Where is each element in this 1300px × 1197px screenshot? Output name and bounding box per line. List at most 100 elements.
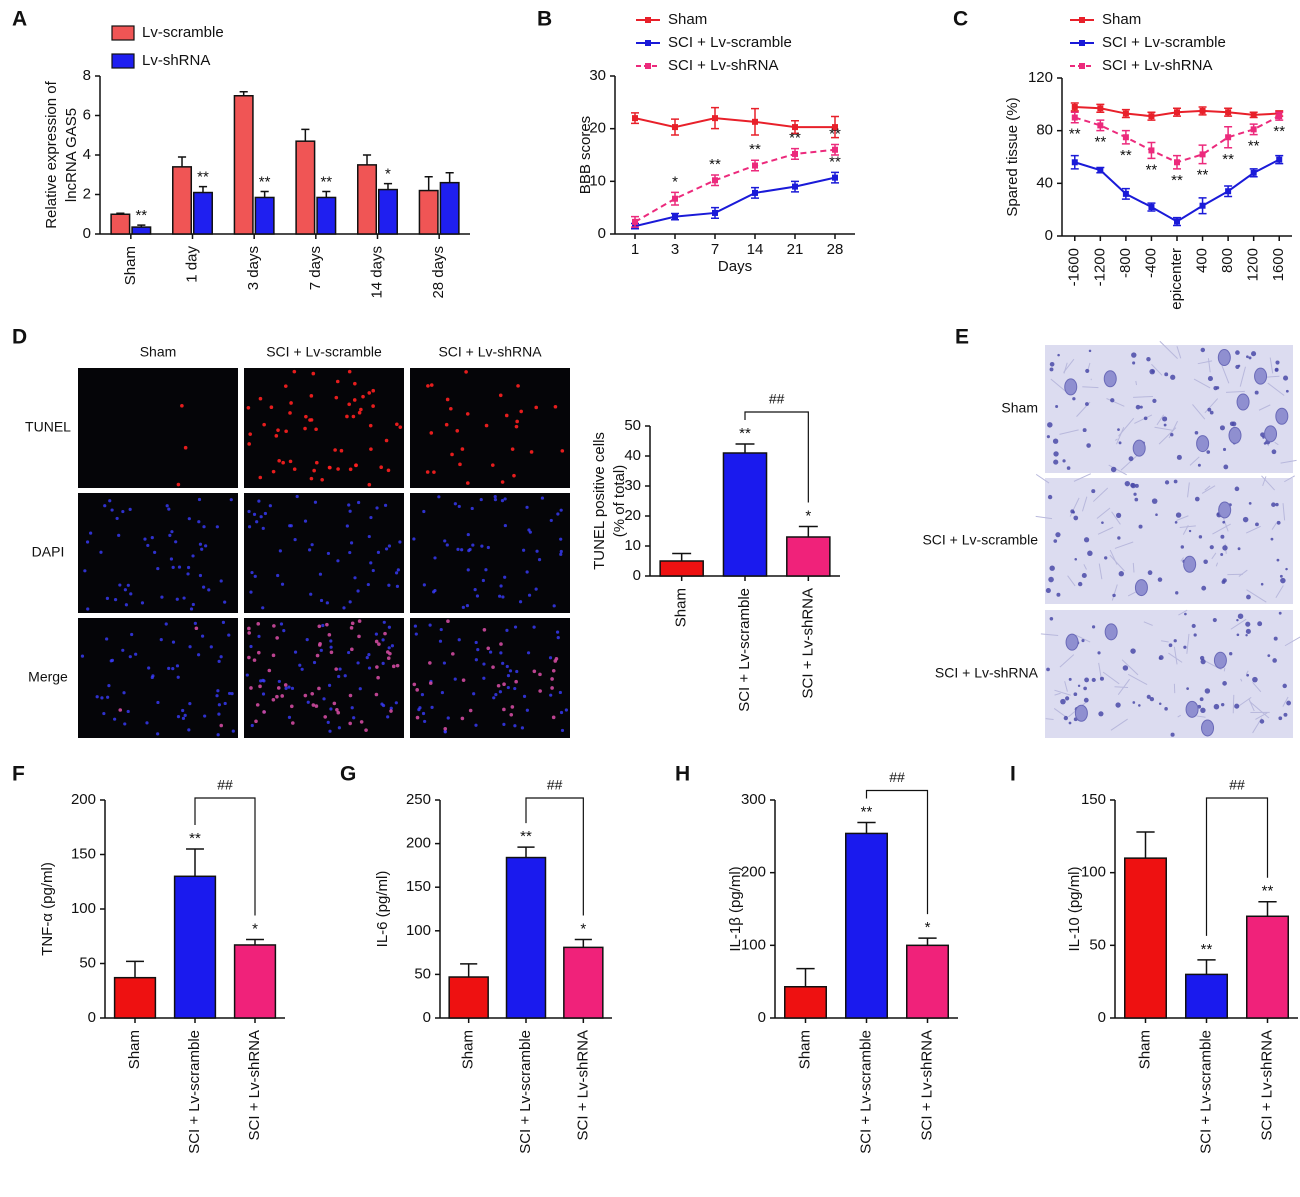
marker [752, 118, 758, 125]
fiber [1201, 485, 1216, 494]
significance: ** [829, 125, 841, 142]
cell [1091, 677, 1096, 683]
nucleus [118, 583, 122, 587]
y-axis-label: lncRNA GAS5 [63, 108, 80, 202]
panel-letter: G [340, 763, 356, 786]
tunel-dot [353, 381, 357, 386]
tunel-dot [249, 686, 253, 690]
fiber [1261, 475, 1275, 491]
tunel-dot [551, 668, 556, 673]
marker [1097, 122, 1104, 129]
bar [448, 976, 489, 1019]
nucleus [505, 628, 509, 632]
cell [1147, 570, 1153, 576]
nucleus [433, 588, 437, 593]
nucleus [336, 559, 340, 563]
cell [1252, 676, 1258, 683]
tunel-dot [335, 707, 339, 712]
cell [1283, 712, 1288, 717]
nucleus [140, 601, 145, 605]
cell [1260, 432, 1265, 438]
cell [1237, 364, 1241, 368]
significance: ** [197, 169, 209, 186]
x-tick-label: -400 [1142, 248, 1159, 278]
cell [1116, 512, 1122, 518]
cell [1149, 368, 1156, 375]
error-bar [445, 172, 454, 183]
nucleus [160, 595, 164, 599]
tunel-dot [367, 482, 372, 487]
tunel-dot [247, 442, 251, 446]
significance: ** [789, 130, 801, 147]
nucleus [189, 607, 194, 611]
error-bar [1136, 831, 1155, 859]
fiber [1054, 692, 1061, 696]
y-tick-label: 0 [758, 1009, 766, 1026]
cell [1047, 494, 1053, 500]
series-line [634, 176, 836, 228]
tunel-dot [429, 431, 434, 435]
cell [1276, 520, 1281, 525]
fiber [1179, 525, 1196, 528]
marker [832, 124, 838, 131]
nucleus [549, 693, 553, 697]
nucleus [126, 709, 130, 714]
tunel-dot [446, 619, 450, 624]
nucleus [247, 509, 251, 514]
tunel-dot [314, 460, 319, 465]
x-tick-label: Sham [1136, 1030, 1153, 1069]
nucleus [329, 707, 333, 711]
nucleus [343, 674, 347, 678]
y-axis-label: BBB scores [577, 116, 594, 194]
tunel-dot [384, 438, 389, 443]
tunel-dot [303, 693, 308, 698]
bar [357, 164, 378, 235]
cell [1049, 367, 1054, 372]
cell [1259, 719, 1265, 724]
error-bar [517, 846, 535, 858]
significance: ** [829, 153, 841, 170]
tunel-dot [376, 675, 380, 680]
nucleus [525, 708, 529, 712]
neuron [1228, 426, 1242, 444]
bar [1246, 915, 1289, 1019]
nucleus [261, 526, 265, 530]
cell [1213, 386, 1218, 391]
nucleus [446, 716, 450, 720]
comparison-bracket [865, 789, 929, 915]
fiber [1097, 526, 1114, 535]
tunel-dot [458, 462, 462, 467]
nucleus [298, 663, 302, 667]
tunel-dot [375, 665, 379, 669]
significance: ** [520, 828, 532, 845]
neuron [1074, 704, 1088, 722]
tunel-dot [500, 480, 505, 484]
nucleus [147, 666, 151, 670]
cell [1276, 558, 1280, 562]
y-tick-label: 50 [624, 417, 641, 434]
tunel-dot [219, 723, 224, 728]
cell [1134, 497, 1139, 502]
bar [113, 976, 157, 1019]
cell [1097, 651, 1101, 655]
cell [1049, 617, 1054, 621]
y-tick-label: 0 [1045, 227, 1053, 244]
tunel-dot [308, 418, 312, 422]
nucleus [489, 650, 493, 654]
bar [110, 213, 131, 235]
nucleus [367, 534, 371, 539]
nucleus [126, 583, 130, 587]
cell [1176, 454, 1182, 460]
x-tick-label: SCI + Lv-scramble [736, 588, 753, 712]
cell [1207, 376, 1213, 382]
bar [1124, 857, 1167, 1019]
nucleus [472, 692, 476, 696]
fiber [1252, 681, 1262, 693]
error-bar [198, 185, 208, 193]
tunel-dot [248, 432, 253, 436]
nucleus [219, 655, 223, 659]
tunel-dot [345, 414, 349, 419]
cell [1132, 701, 1136, 704]
nucleus [548, 656, 553, 660]
fiber [1275, 585, 1284, 599]
